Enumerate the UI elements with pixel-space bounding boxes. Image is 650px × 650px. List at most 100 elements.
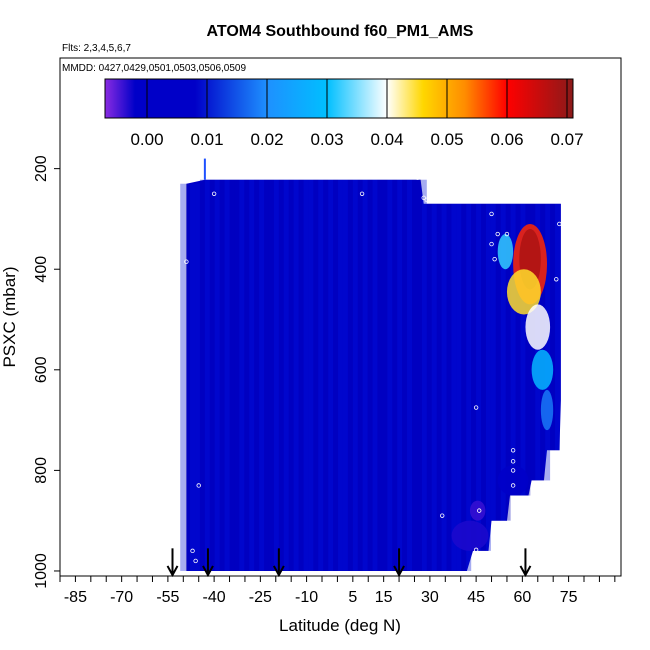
profile-streak xyxy=(490,203,496,521)
profile-streak xyxy=(426,203,432,571)
profile-streak xyxy=(407,179,413,571)
sample-point-22 xyxy=(473,547,479,553)
sample-point-13 xyxy=(510,448,516,453)
profile-streak xyxy=(545,203,551,481)
sample-point-7 xyxy=(495,231,500,237)
profile-streak xyxy=(264,179,269,571)
sample-point-3 xyxy=(128,192,134,197)
profile-streak xyxy=(402,179,408,571)
profile-streak xyxy=(195,183,200,571)
colorbar: 0.00 0.01 0.02 0.03 0.04 0.05 0.06 0.07 xyxy=(104,78,584,149)
sample-point-17 xyxy=(174,483,180,488)
profile-streak xyxy=(249,179,255,571)
sample-point-11 xyxy=(489,241,494,247)
profile-streak xyxy=(293,179,299,571)
colorbar-tick-label: 0.03 xyxy=(310,130,343,149)
sample-point-9 xyxy=(557,221,562,227)
profile-streak xyxy=(485,203,491,551)
profile-streak xyxy=(372,179,378,571)
profile-streak xyxy=(362,179,368,571)
y-axis: 200 400 600 800 1000 xyxy=(33,155,60,589)
profile-streak xyxy=(268,179,274,571)
arrow-marker-0 xyxy=(166,548,179,578)
heatmap-feature-8 xyxy=(451,520,489,551)
profile-streak xyxy=(357,179,363,571)
profile-streak xyxy=(185,183,191,571)
profile-streak xyxy=(180,183,186,571)
profile-streak xyxy=(229,179,235,571)
y-axis-label: PSXC (mbar) xyxy=(0,266,19,367)
sample-point-14 xyxy=(510,459,516,464)
profile-streak xyxy=(382,179,388,571)
profile-streak xyxy=(392,179,398,571)
colorbar-bar xyxy=(104,78,574,119)
dates-note: MMDD: 0427,0429,0501,0503,0506,0509 xyxy=(62,63,246,74)
sample-point-15 xyxy=(510,468,516,473)
profile-streak xyxy=(333,179,339,571)
arrow-markers xyxy=(166,548,532,578)
profile-streak xyxy=(308,179,314,571)
profile-streak xyxy=(199,179,205,571)
sample-point-20 xyxy=(440,513,445,518)
sample-point-25 xyxy=(489,211,494,217)
profile-streak xyxy=(298,179,304,571)
profile-streak xyxy=(510,203,516,496)
x-tick-label: -10 xyxy=(295,589,318,606)
sample-point-12 xyxy=(473,405,479,410)
sample-point-26 xyxy=(554,277,559,282)
sample-point-8 xyxy=(504,231,510,237)
x-tick-label: -55 xyxy=(156,589,179,606)
sample-point-1 xyxy=(421,195,426,201)
colorbar-tick-label: 0.05 xyxy=(430,130,463,149)
profile-streak xyxy=(259,179,265,571)
profile-streak xyxy=(412,179,417,571)
profile-streak xyxy=(214,179,220,571)
profile-streak xyxy=(204,179,210,571)
x-axis: -85 -70 -55 -40 -25 -10 5 15 30 45 60 75 xyxy=(59,576,616,606)
heatmap-feature-9 xyxy=(497,465,529,496)
x-tick-label: 75 xyxy=(560,589,578,606)
profile-streak xyxy=(387,179,393,571)
plot-frame xyxy=(59,57,622,577)
colorbar-tick-label: 0.00 xyxy=(130,130,163,149)
heatmap-feature-5 xyxy=(531,349,554,390)
x-tick-label: 60 xyxy=(513,589,531,606)
sample-point-5 xyxy=(359,191,365,196)
x-tick-label: 30 xyxy=(421,589,439,606)
profile-streak xyxy=(495,203,501,521)
sample-point-16 xyxy=(510,483,516,488)
profile-streak xyxy=(431,203,437,571)
x-tick-label: -70 xyxy=(110,589,133,606)
profile-streak xyxy=(234,179,240,571)
profile-streak xyxy=(436,203,442,571)
sample-point-4 xyxy=(211,191,217,196)
x-axis-label: Latitude (deg N) xyxy=(279,616,401,635)
data-region xyxy=(186,179,561,571)
profile-streak xyxy=(421,179,427,571)
profile-streak xyxy=(456,203,462,571)
flights-note: Flts: 2,3,4,5,6,7 xyxy=(62,43,131,54)
colorbar-tick-label: 0.01 xyxy=(190,130,223,149)
profile-streak xyxy=(555,203,560,451)
arrow-marker-3 xyxy=(393,548,405,578)
profile-streak xyxy=(328,179,334,571)
arrow-marker-4 xyxy=(519,548,532,578)
profile-streak xyxy=(239,179,245,571)
profile-streak xyxy=(367,179,373,571)
heatmap-feature-4 xyxy=(525,304,551,350)
sample-point-0 xyxy=(415,175,420,180)
profile-streak xyxy=(278,179,284,571)
profile-streak xyxy=(347,179,353,571)
sample-point-2 xyxy=(424,197,430,203)
sample-point-18 xyxy=(171,493,177,498)
profile-streak xyxy=(525,203,531,496)
heatmap-feature-3 xyxy=(506,269,541,315)
profile-streak xyxy=(451,203,457,571)
sample-point-6 xyxy=(184,259,189,264)
profile-streak xyxy=(446,203,452,571)
sample-point-24 xyxy=(193,558,198,564)
profile-streak xyxy=(550,203,556,451)
x-tick-label: -85 xyxy=(64,589,87,606)
profile-streak xyxy=(461,203,467,571)
profile-streak xyxy=(313,179,319,571)
